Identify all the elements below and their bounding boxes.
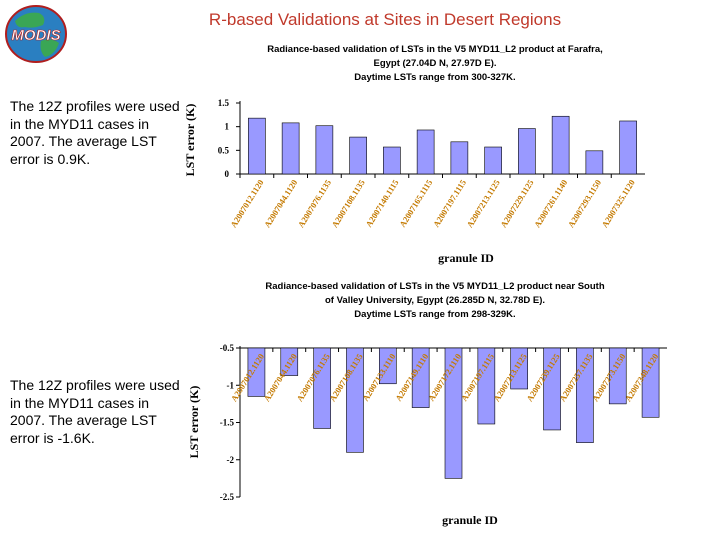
chart1-y-tick-label: 1 (225, 122, 230, 132)
chart2-y-tick-label: -2 (227, 455, 235, 465)
chart2-y-axis-label: LST error (K) (187, 386, 201, 459)
chart1-category-label: A2007076.1135 (296, 178, 333, 230)
chart2-bar (346, 347, 364, 453)
chart1-category-label: A2007261.1140 (532, 178, 569, 230)
chart2-bar (608, 347, 627, 405)
chart1-category-label: A2007108.1135 (329, 178, 366, 230)
chart2-x-axis-label: granule ID (442, 513, 498, 527)
chart1-bar (248, 117, 266, 175)
chart1-category-label: A2007213.1125 (464, 178, 501, 230)
chart1-y-tick-label: 1.5 (218, 98, 230, 108)
chart2-bar (280, 347, 299, 376)
chart1-bar (484, 146, 502, 175)
chart2-bar (247, 347, 266, 397)
logo-land (15, 12, 59, 57)
chart2-category-label: A2007044.1120 (262, 352, 299, 404)
chart1-y-axis-label: LST error (K) (183, 104, 197, 177)
chart1-bar (450, 141, 469, 175)
chart1-title-line: Daytime LSTs range from 300-327K. (354, 72, 516, 83)
chart1-y-tick-label: 0 (225, 169, 230, 179)
chart1-bar (349, 136, 367, 175)
chart1-category-label: A2007165.1115 (397, 178, 434, 229)
chart2-bar (641, 347, 660, 418)
chart1-bar (383, 146, 401, 175)
chart1-bar (551, 115, 570, 175)
chart1-category-label: A2007044.1120 (262, 178, 299, 230)
chart1-bar (416, 129, 435, 175)
chart1-title: Radiance-based validation of LSTs in the… (220, 43, 650, 85)
chart1-category-label: A2007293.1150 (566, 178, 603, 230)
chart1-title-line: Egypt (27.04D N, 27.97D E). (373, 58, 497, 69)
chart1-x-axis-label: granule ID (438, 251, 494, 265)
chart2-bar (576, 347, 594, 443)
chart2-y-tick-label: -1.5 (220, 418, 235, 428)
chart1-category-label: A2007229.1125 (498, 178, 535, 230)
note-farafra: The 12Z profiles were used in the MYD11 … (10, 98, 180, 167)
chart1-bar (518, 128, 536, 175)
chart2-title: Radiance-based validation of LSTs in the… (220, 280, 650, 322)
chart2-bar (379, 347, 397, 385)
modis-logo: MODIS (3, 3, 69, 65)
chart1-y-tick-label: 0.5 (218, 145, 230, 155)
chart1-category-label: A2007325.1120 (599, 178, 636, 230)
chart2-y-tick-label: -1 (227, 380, 235, 390)
chart1-category-label: A2007012.1120 (228, 178, 265, 230)
chart1-bar (315, 125, 334, 175)
chart2-y-tick-label: -2.5 (220, 492, 235, 502)
slide-title: R-based Validations at Sites in Desert R… (208, 10, 562, 29)
chart2-title-line: Daytime LSTs range from 298-329K. (354, 309, 516, 320)
logo-text: MODIS (11, 27, 60, 44)
chart1-bar (281, 122, 300, 175)
chart1-category-label: A2007140.1115 (363, 178, 400, 229)
note-south-valley: The 12Z profiles were used in the MYD11 … (10, 377, 180, 446)
chart2-bar (543, 347, 561, 431)
chart1-bar (585, 150, 604, 175)
chart2-title-line: Radiance-based validation of LSTs in the… (265, 281, 605, 292)
chart1-category-label: A2007197.1115 (431, 178, 468, 229)
chart2-bar (313, 347, 331, 429)
chart2-bar (444, 347, 463, 479)
chart2-bar (510, 347, 528, 390)
chart2-y-tick-label: -0.5 (220, 343, 235, 353)
chart1-bar (619, 120, 637, 175)
chart1-title-line: Radiance-based validation of LSTs in the… (267, 44, 603, 55)
chart2-bar (411, 347, 430, 408)
chart2-bar (477, 347, 496, 425)
chart2-title-line: of Valley University, Egypt (26.285D N, … (325, 295, 545, 306)
